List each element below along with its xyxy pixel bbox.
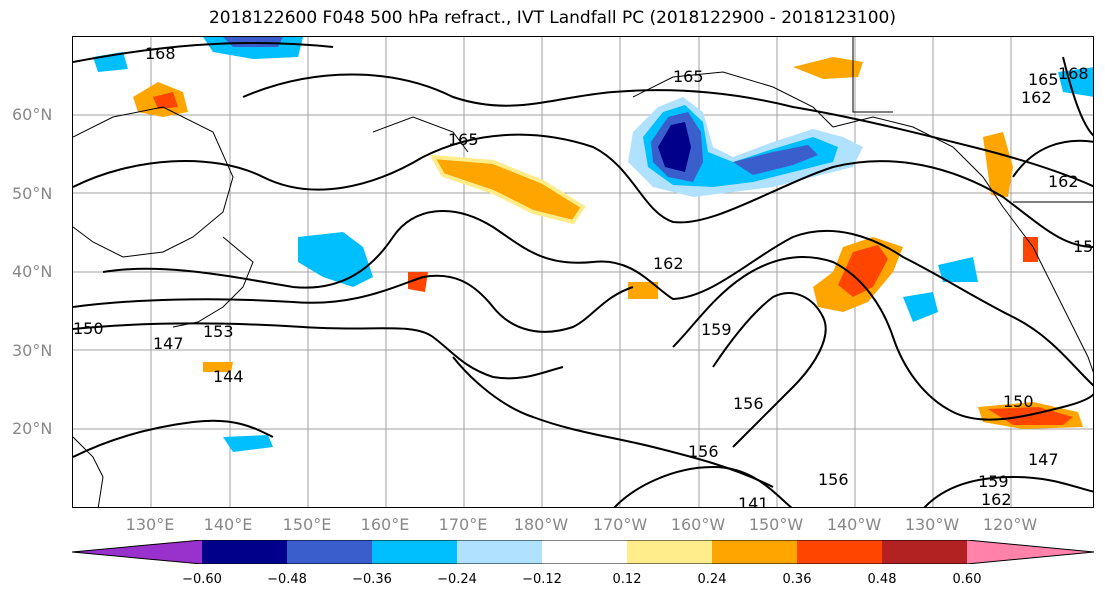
colorbar-tick: −0.36	[352, 572, 392, 587]
colorbar-tick: 0.24	[697, 572, 727, 587]
contour-labels: 168 165 165 162 162 159 156 156 153 150 …	[73, 44, 1094, 508]
lon-label-140e: 140°E	[203, 515, 253, 534]
contour-label: 153	[203, 322, 234, 341]
contour-label: 165	[673, 67, 704, 86]
contour-label: 144	[213, 367, 244, 386]
contour-label: 156	[688, 442, 719, 461]
contour-label: 156	[818, 470, 849, 489]
lat-label-30n: 30°N	[12, 341, 53, 360]
contour-label: 165	[448, 130, 479, 149]
lon-label-150w: 150°W	[748, 515, 804, 534]
lon-label-160w: 160°W	[670, 515, 726, 534]
contour-label: 162	[1048, 172, 1079, 191]
colorbar-tick: −0.12	[522, 572, 562, 587]
contour-label: 159	[978, 472, 1009, 491]
colorbar-cell	[372, 540, 457, 564]
colorbar-canvas	[71, 539, 1095, 565]
contour-label: 159	[1073, 237, 1094, 256]
lon-label-130e: 130°E	[125, 515, 175, 534]
lat-label-20n: 20°N	[12, 419, 53, 438]
map-canvas: 168 165 165 162 162 159 156 156 153 150 …	[73, 37, 1094, 508]
contour-label: 147	[153, 334, 184, 353]
lon-label-170e: 170°E	[438, 515, 488, 534]
contour-label: 159	[701, 320, 732, 339]
colorbar-tick: 0.12	[612, 572, 642, 587]
map-title: 2018122600 F048 500 hPa refract., IVT La…	[208, 8, 896, 28]
colorbar-cell	[202, 540, 287, 564]
contour-label: 150	[1003, 392, 1034, 411]
colorbar-cell	[967, 540, 1094, 564]
contour-label: 150	[73, 319, 104, 338]
colorbar-tick: −0.60	[182, 572, 222, 587]
lon-label-180w: 180°W	[513, 515, 569, 534]
contour-label: 168	[1058, 64, 1089, 83]
contour-label: 162	[981, 490, 1012, 508]
map-panel: 168 165 165 162 162 159 156 156 153 150 …	[72, 36, 1094, 508]
colorbar-tick: 0.36	[782, 572, 812, 587]
contour-label: 165	[1028, 70, 1059, 89]
lon-label-160e: 160°E	[360, 515, 410, 534]
lon-label-170w: 170°W	[592, 515, 648, 534]
shading	[93, 37, 1093, 452]
colorbar-tick: −0.24	[437, 572, 477, 587]
contour-label: 162	[1021, 88, 1052, 107]
colorbar-cell	[882, 540, 967, 564]
colorbar-tick: 0.60	[952, 572, 982, 587]
lat-label-40n: 40°N	[12, 262, 53, 281]
colorbar-cell	[712, 540, 797, 564]
lon-label-140w: 140°W	[826, 515, 882, 534]
colorbar-cell	[287, 540, 372, 564]
colorbar-cell	[457, 540, 542, 564]
colorbar-tick: 0.48	[867, 572, 897, 587]
colorbar	[71, 539, 1095, 565]
colorbar-cell	[542, 540, 627, 564]
lon-label-120w: 120°W	[982, 515, 1038, 534]
contour-label: 162	[653, 254, 684, 273]
colorbar-cell	[72, 540, 202, 564]
contour-label: 168	[145, 44, 176, 63]
colorbar-cell	[797, 540, 882, 564]
lon-label-130w: 130°W	[904, 515, 960, 534]
contour-label: 156	[733, 394, 764, 413]
lat-label-50n: 50°N	[12, 184, 53, 203]
colorbar-cell	[627, 540, 712, 564]
contour-label: 147	[1028, 450, 1059, 469]
lat-label-60n: 60°N	[12, 105, 53, 124]
graticule	[73, 37, 1093, 507]
lon-label-150e: 150°E	[282, 515, 332, 534]
contours	[73, 41, 1093, 507]
contour-label: 141	[738, 494, 769, 508]
colorbar-tick: −0.48	[267, 572, 307, 587]
